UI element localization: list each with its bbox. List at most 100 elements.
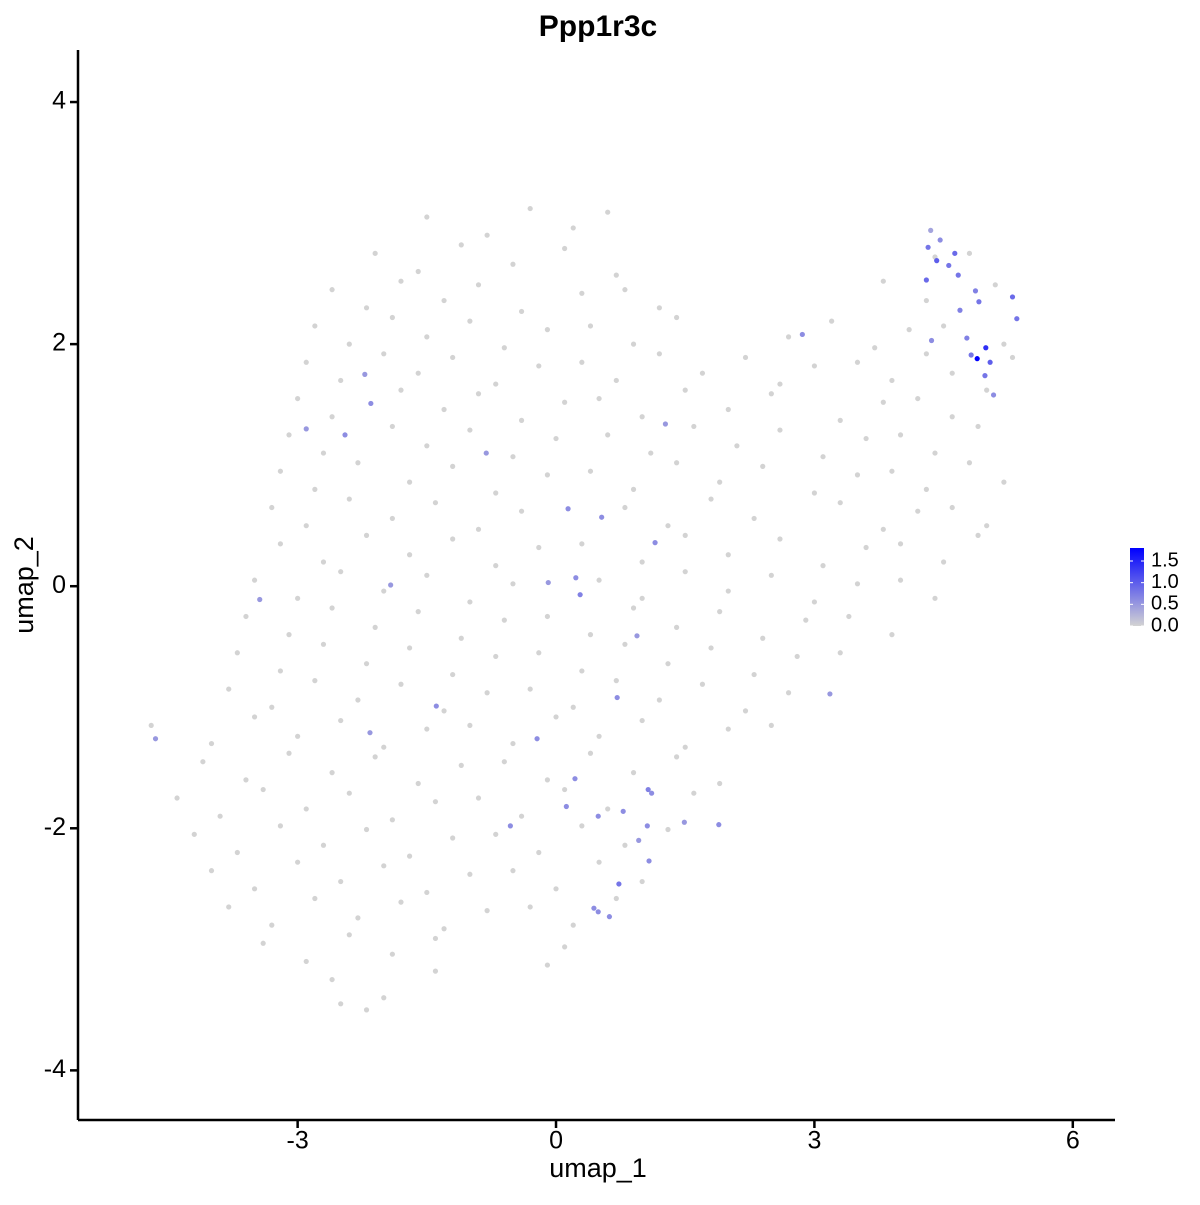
point	[320, 842, 327, 848]
point	[355, 460, 361, 466]
point	[976, 299, 982, 305]
point	[982, 372, 988, 379]
point	[1001, 341, 1007, 347]
point	[768, 572, 774, 578]
point	[699, 370, 706, 376]
point	[674, 314, 680, 321]
point	[450, 835, 456, 841]
point	[251, 886, 258, 892]
point	[570, 225, 576, 231]
point	[984, 523, 990, 529]
point	[682, 744, 688, 750]
point	[389, 314, 395, 321]
point	[915, 508, 921, 514]
point	[587, 323, 594, 329]
point	[863, 544, 869, 551]
point	[880, 399, 886, 405]
point	[674, 460, 680, 466]
point	[639, 414, 645, 420]
point	[656, 305, 662, 311]
point	[381, 863, 387, 869]
point	[346, 932, 352, 938]
point	[398, 278, 404, 284]
y-tick-label: 2	[52, 329, 66, 357]
point	[1014, 316, 1020, 322]
point	[595, 813, 601, 819]
points	[148, 205, 1020, 1013]
point	[312, 678, 318, 684]
point	[295, 733, 301, 739]
point	[854, 581, 861, 587]
point	[553, 714, 559, 720]
point	[441, 297, 447, 304]
point	[483, 450, 489, 456]
point	[794, 653, 800, 660]
point	[484, 907, 490, 914]
point	[682, 387, 688, 393]
point	[501, 617, 507, 623]
point	[964, 335, 970, 341]
point	[467, 871, 473, 877]
point	[338, 569, 344, 575]
point	[949, 504, 955, 511]
point	[897, 432, 904, 438]
point	[620, 808, 626, 814]
point	[941, 559, 947, 565]
point	[467, 427, 473, 433]
point	[536, 650, 542, 656]
point	[646, 858, 652, 864]
point	[226, 686, 232, 692]
point	[984, 387, 990, 393]
point	[928, 227, 934, 233]
point	[606, 914, 613, 920]
point	[475, 526, 482, 532]
point	[381, 588, 387, 594]
point	[406, 479, 413, 485]
point	[342, 432, 348, 438]
point	[785, 334, 792, 340]
point	[854, 359, 861, 365]
point	[820, 563, 826, 569]
point	[372, 250, 378, 256]
point	[510, 454, 516, 460]
point	[518, 508, 525, 514]
point	[493, 653, 499, 660]
point	[484, 690, 490, 696]
point	[587, 750, 594, 756]
point	[536, 363, 542, 369]
point	[760, 463, 766, 469]
point	[234, 650, 240, 656]
point	[303, 523, 309, 529]
point	[208, 740, 215, 747]
point	[441, 708, 447, 714]
point	[389, 951, 395, 957]
point	[708, 645, 714, 651]
point	[777, 427, 783, 433]
point	[389, 423, 395, 430]
point	[286, 432, 292, 438]
point	[243, 777, 249, 783]
point	[983, 345, 989, 351]
point	[616, 881, 622, 887]
point	[630, 770, 637, 776]
point	[716, 822, 722, 828]
point	[966, 460, 973, 466]
point	[596, 859, 602, 865]
y-tick-label: 4	[52, 87, 66, 115]
point	[510, 261, 516, 267]
point	[450, 536, 456, 542]
point	[577, 592, 583, 598]
point	[872, 345, 878, 351]
y-axis-label: umap_2	[9, 536, 39, 634]
point	[544, 777, 551, 783]
point	[518, 308, 525, 315]
point	[174, 795, 180, 801]
point	[645, 786, 651, 793]
point	[507, 823, 513, 829]
point	[510, 740, 516, 747]
point	[570, 704, 576, 710]
point	[234, 849, 240, 856]
point	[837, 417, 843, 423]
point	[1009, 294, 1016, 300]
